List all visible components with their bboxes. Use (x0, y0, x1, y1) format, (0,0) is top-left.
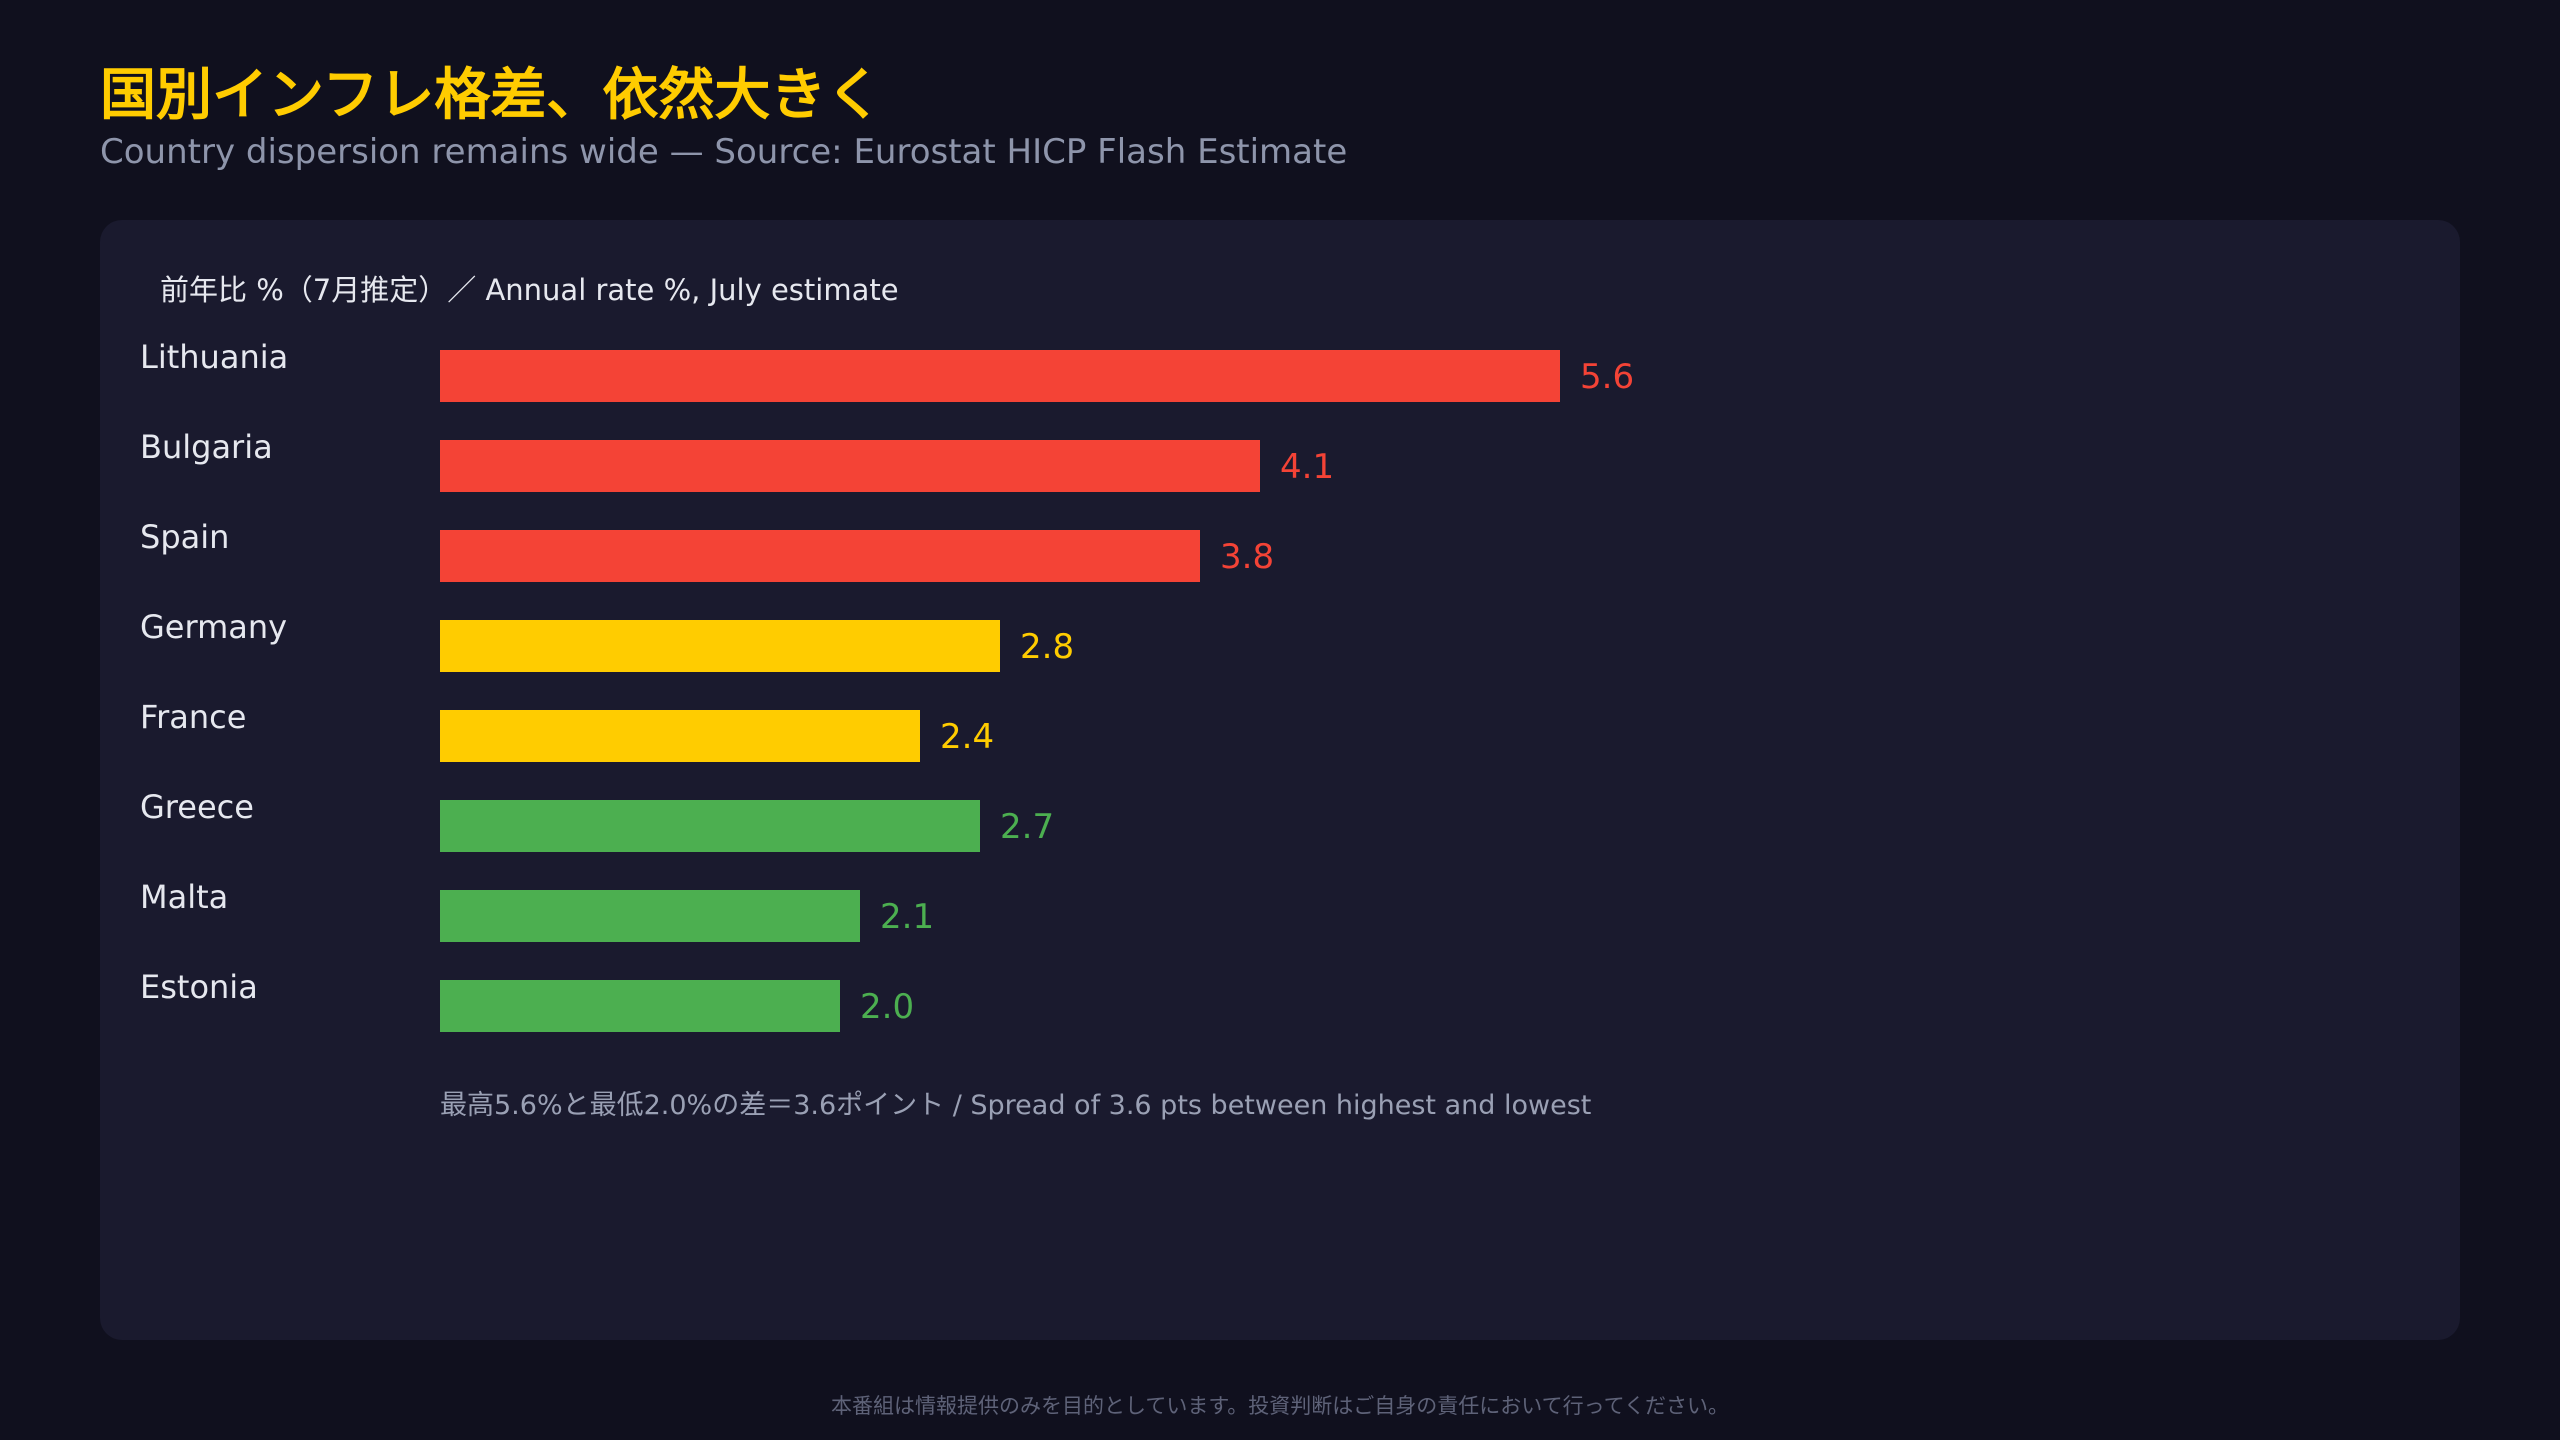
category-label: France (140, 698, 246, 736)
value-label: 2.0 (860, 987, 914, 1027)
value-label: 2.8 (1020, 627, 1074, 667)
page-title: 国別インフレ格差、依然大きく (100, 63, 883, 128)
value-label: 5.6 (1580, 357, 1634, 397)
category-label: Germany (140, 608, 287, 646)
bar (440, 350, 1560, 402)
bar (440, 890, 860, 942)
bar (440, 800, 980, 852)
chart-panel-label: 前年比 %（7月推定）／ Annual rate %, July estimat… (160, 273, 899, 307)
bar (440, 620, 1000, 672)
disclaimer: 本番組は情報提供のみを目的としています。投資判断はご自身の責任において行ってくだ… (831, 1394, 1729, 1418)
category-label: Bulgaria (140, 428, 273, 466)
value-label: 4.1 (1280, 447, 1334, 487)
value-label: 2.7 (1000, 807, 1054, 847)
category-label: Spain (140, 518, 229, 556)
page-subtitle: Country dispersion remains wide — Source… (100, 132, 1348, 172)
spread-footnote: 最高5.6%と最低2.0%の差＝3.6ポイント / Spread of 3.6 … (440, 1090, 1592, 1121)
category-label: Malta (140, 878, 228, 916)
value-label: 2.1 (880, 897, 934, 937)
bar (440, 530, 1200, 582)
bar-chart: Lithuania 5.6 Bulgaria 4.1 Spain 3.8 Germany 2.… (140, 338, 1634, 1032)
bar (440, 980, 840, 1032)
value-label: 2.4 (940, 717, 994, 757)
bar (440, 440, 1260, 492)
value-label: 3.8 (1220, 537, 1274, 577)
chart-card: 前年比 %（7月推定）／ Annual rate %, July estimat… (100, 220, 2460, 1340)
category-label: Lithuania (140, 338, 288, 376)
bar (440, 710, 920, 762)
category-label: Estonia (140, 968, 258, 1006)
category-label: Greece (140, 788, 254, 826)
